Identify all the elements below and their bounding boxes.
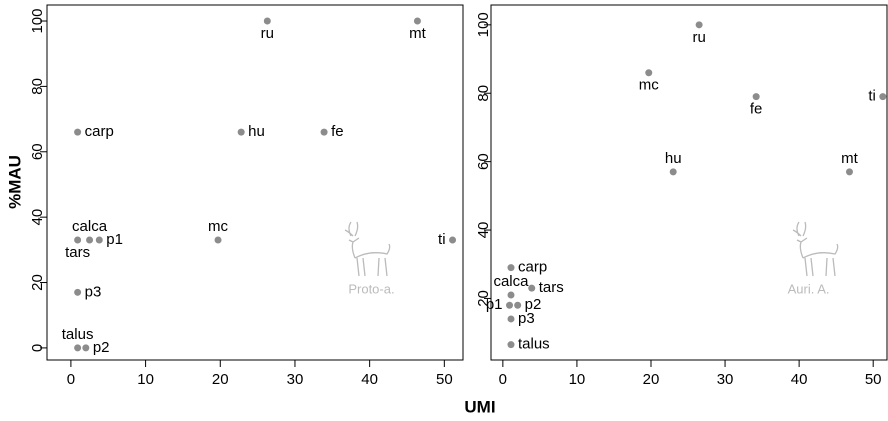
point <box>507 264 515 272</box>
point <box>86 236 94 244</box>
point-label: p3 <box>85 283 102 300</box>
point <box>320 128 328 136</box>
point-label: p2 <box>93 339 110 356</box>
x-tick-label: 0 <box>499 371 507 388</box>
point-label: p2 <box>525 296 542 313</box>
reindeer-icon <box>344 221 391 277</box>
plot-frame <box>490 4 888 361</box>
point <box>82 344 90 352</box>
x-tick-label: 0 <box>67 371 75 388</box>
point-label: tars <box>539 279 564 296</box>
y-tick-label: 60 <box>29 143 46 160</box>
point-label: ru <box>261 25 274 42</box>
x-tick-label: 10 <box>137 371 154 388</box>
point-label: mt <box>409 25 426 42</box>
y-tick-label: 100 <box>29 9 46 34</box>
point-label: hu <box>665 150 682 167</box>
point <box>413 17 421 25</box>
point <box>514 301 522 309</box>
point <box>879 93 887 101</box>
x-tick-label: 40 <box>791 371 808 388</box>
point-label: calca <box>72 218 108 235</box>
y-tick-label: 40 <box>29 209 46 226</box>
point-label: carp <box>518 259 547 276</box>
point-label: ru <box>692 29 705 46</box>
point <box>263 17 271 25</box>
x-tick-label: 30 <box>287 371 304 388</box>
point <box>507 341 515 349</box>
y-tick-label: 100 <box>475 12 492 37</box>
point-label: fe <box>750 101 763 118</box>
x-tick-label: 20 <box>212 371 229 388</box>
point <box>95 236 103 244</box>
watermark: Proto-a. <box>348 281 394 296</box>
watermark: Auri. A. <box>788 281 830 296</box>
y-tick-label: 20 <box>29 274 46 291</box>
y-axis-title: %MAU <box>5 155 24 209</box>
point-label: ti <box>438 231 446 248</box>
point <box>507 291 515 299</box>
y-tick-label: 40 <box>475 222 492 239</box>
point-label: calca <box>493 273 529 290</box>
point <box>695 21 703 29</box>
point <box>214 236 222 244</box>
point <box>528 284 536 292</box>
point <box>845 168 853 176</box>
point <box>669 168 677 176</box>
point-label: tars <box>65 244 90 261</box>
point-label: ti <box>868 88 876 105</box>
point <box>752 93 760 101</box>
y-tick-label: 20 <box>475 290 492 307</box>
point <box>74 288 82 296</box>
point <box>74 128 82 136</box>
point <box>237 128 245 136</box>
y-tick-label: 0 <box>29 344 46 352</box>
point-label: talus <box>62 326 94 343</box>
point <box>449 236 457 244</box>
x-tick-label: 20 <box>643 371 660 388</box>
point <box>74 236 82 244</box>
point <box>74 344 82 352</box>
x-tick-label: 30 <box>717 371 734 388</box>
point <box>506 301 514 309</box>
y-tick-label: 60 <box>475 153 492 170</box>
point-label: p1 <box>106 231 123 248</box>
point-label: fe <box>331 123 344 140</box>
point-label: mt <box>841 150 858 167</box>
y-tick-label: 80 <box>475 85 492 102</box>
x-tick-label: 50 <box>865 371 882 388</box>
point-label: hu <box>248 123 265 140</box>
point <box>507 315 515 323</box>
plot-frame <box>46 4 464 361</box>
point-label: p3 <box>518 310 535 327</box>
point-label: p1 <box>486 296 503 313</box>
x-tick-label: 10 <box>569 371 586 388</box>
point-label: carp <box>85 123 114 140</box>
point-label: mc <box>208 218 228 235</box>
x-tick-label: 40 <box>361 371 378 388</box>
point-label: mc <box>639 77 659 94</box>
point <box>645 69 653 77</box>
y-tick-label: 80 <box>29 78 46 95</box>
point-label: talus <box>518 336 550 353</box>
x-axis-title: UMI <box>464 397 495 416</box>
x-tick-label: 50 <box>436 371 453 388</box>
reindeer-icon <box>792 221 839 277</box>
